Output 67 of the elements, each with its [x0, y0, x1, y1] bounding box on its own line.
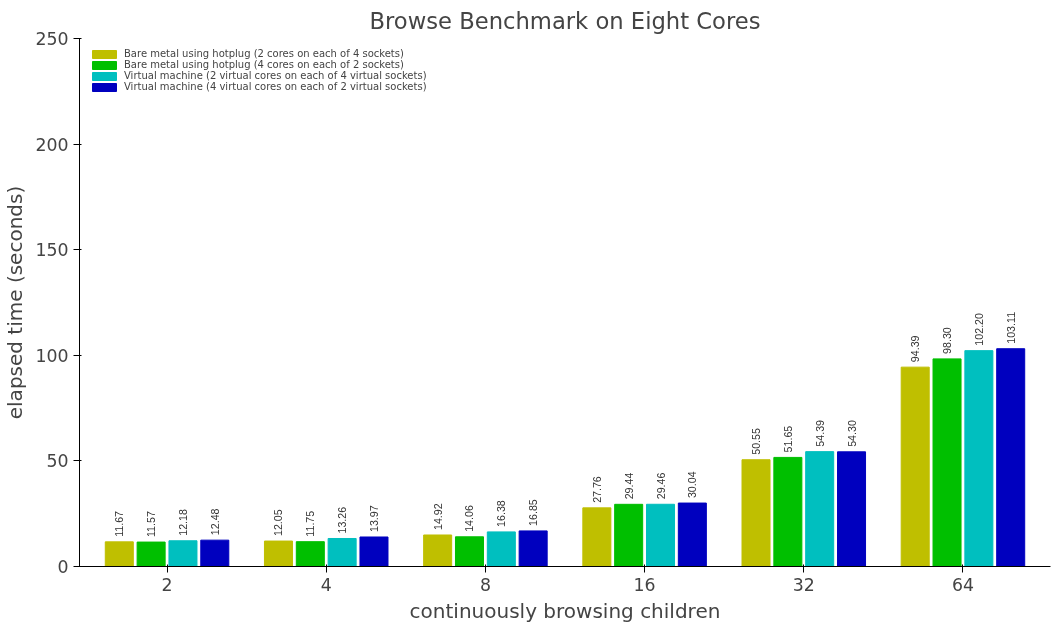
bar	[805, 451, 835, 567]
data-label: 12.18	[176, 509, 189, 536]
data-label: 11.57	[145, 511, 158, 538]
bar	[454, 536, 484, 567]
bar	[263, 540, 293, 567]
data-label: 30.04	[686, 471, 699, 499]
x-tick-label: 8	[479, 574, 491, 595]
data-label: 29.44	[622, 472, 635, 500]
legend-label: Virtual machine (4 virtual cores on each of 2 virtual sockets)	[124, 81, 427, 92]
data-label: 11.75	[304, 510, 317, 537]
bar	[168, 540, 198, 567]
x-tick-label: 64	[951, 574, 974, 595]
data-label: 103.11	[1004, 311, 1017, 344]
data-label: 54.30	[845, 420, 858, 447]
data-label: 27.76	[590, 476, 603, 503]
data-label: 13.26	[336, 506, 349, 534]
bar	[518, 530, 548, 567]
bar	[327, 537, 357, 567]
x-tick-label: 4	[320, 574, 332, 595]
x-axis-title: continuously browsing children	[409, 598, 721, 623]
y-tick-label: 100	[35, 345, 69, 366]
x-tick-label: 32	[792, 574, 815, 595]
data-label: 98.30	[941, 327, 954, 354]
bar	[582, 507, 612, 567]
bar	[996, 348, 1026, 567]
bar	[104, 541, 134, 567]
bar	[614, 503, 644, 567]
data-label: 51.65	[781, 425, 794, 453]
y-tick-label: 250	[35, 29, 69, 49]
data-label: 16.85	[527, 499, 540, 526]
bar	[200, 539, 230, 567]
data-label: 29.46	[654, 472, 667, 500]
legend-label: Virtual machine (2 virtual cores on each of 4 virtual sockets)	[124, 70, 427, 81]
bar	[773, 456, 803, 567]
bar	[900, 366, 930, 567]
data-label: 12.48	[208, 508, 221, 536]
data-label: 14.92	[431, 503, 444, 530]
data-label: 50.55	[750, 428, 763, 455]
y-tick-label: 200	[35, 134, 69, 155]
data-label: 16.38	[495, 500, 508, 527]
chart-title: Browse Benchmark on Eight Cores	[369, 7, 761, 34]
bar	[741, 459, 771, 567]
legend-label: Bare metal using hotplug (4 cores on each of 2 sockets)	[124, 59, 404, 70]
x-tick-label: 2	[161, 574, 173, 595]
y-axis-title: elapsed time (seconds)	[3, 185, 28, 420]
bar	[964, 350, 994, 567]
bar	[932, 358, 962, 567]
legend-label: Bare metal using hotplug (2 cores on each of 4 sockets)	[124, 48, 404, 59]
bar	[646, 503, 676, 567]
y-tick-label: 0	[57, 557, 69, 577]
data-label: 11.67	[113, 510, 126, 537]
bar	[295, 541, 325, 567]
data-label: 13.97	[367, 505, 380, 532]
bar	[677, 502, 707, 567]
y-tick-label: 50	[46, 451, 69, 472]
data-label: 54.39	[813, 419, 826, 447]
data-label: 102.20	[972, 312, 985, 346]
data-label: 14.06	[463, 505, 476, 532]
data-label: 12.05	[272, 509, 285, 537]
bar	[136, 541, 166, 567]
bar	[837, 451, 867, 567]
bar	[486, 531, 516, 567]
y-tick-label: 150	[35, 240, 69, 261]
bar	[359, 536, 389, 567]
x-tick-label: 16	[633, 574, 656, 595]
bar	[423, 534, 453, 567]
data-label: 94.39	[909, 335, 922, 363]
